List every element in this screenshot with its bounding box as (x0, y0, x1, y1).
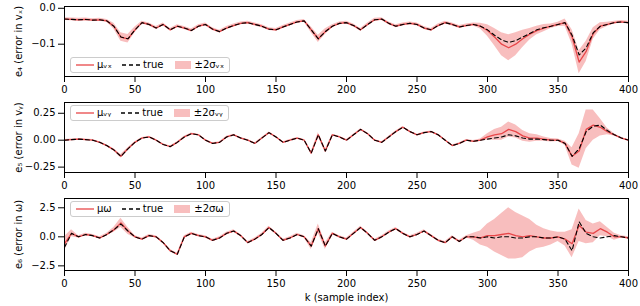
svg-text:e₅ (error in vᵧ): e₅ (error in vᵧ) (13, 102, 24, 173)
svg-text:0.00: 0.00 (33, 134, 55, 145)
svg-text:250: 250 (407, 278, 426, 289)
svg-text:100: 100 (196, 180, 215, 191)
svg-text:50: 50 (129, 180, 142, 191)
svg-text:400: 400 (619, 180, 638, 191)
svg-text:0.0: 0.0 (40, 231, 56, 242)
svg-text:150: 150 (266, 278, 285, 289)
svg-text:350: 350 (548, 84, 567, 95)
html-text:true: true (143, 59, 164, 70)
svg-text:400: 400 (619, 84, 638, 95)
html-text:μω: μω (97, 203, 112, 214)
svg-text:300: 300 (478, 180, 497, 191)
svg-text:350: 350 (548, 180, 567, 191)
svg-text:400: 400 (619, 278, 638, 289)
svg-text:300: 300 (478, 84, 497, 95)
svg-text:e₆ (error in ω): e₆ (error in ω) (13, 200, 24, 269)
svg-text:−2.5: −2.5 (31, 260, 55, 271)
svg-text:300: 300 (478, 278, 497, 289)
svg-text:200: 200 (337, 180, 356, 191)
svg-text:2.5: 2.5 (40, 202, 56, 213)
html-text:±2σω: ±2σω (194, 203, 224, 214)
svg-text:−0.1: −0.1 (31, 38, 55, 49)
svg-text:50: 50 (129, 84, 142, 95)
svg-text:0: 0 (61, 84, 67, 95)
svg-text:100: 100 (196, 84, 215, 95)
svg-text:150: 150 (266, 84, 285, 95)
html-text:μᵥᵧ: μᵥᵧ (97, 107, 112, 118)
svg-text:0: 0 (61, 278, 67, 289)
svg-text:0.0: 0.0 (40, 2, 56, 13)
svg-text:50: 50 (129, 278, 142, 289)
html-text:±2σᵥₓ: ±2σᵥₓ (194, 59, 225, 70)
svg-text:k (sample index): k (sample index) (305, 292, 389, 303)
svg-text:200: 200 (337, 278, 356, 289)
svg-text:250: 250 (407, 84, 426, 95)
svg-text:250: 250 (407, 180, 426, 191)
svg-text:0: 0 (61, 180, 67, 191)
svg-text:−0.25: −0.25 (25, 161, 56, 172)
svg-text:150: 150 (266, 180, 285, 191)
html-text:μᵥₓ: μᵥₓ (97, 59, 112, 70)
svg-text:100: 100 (196, 278, 215, 289)
svg-text:200: 200 (337, 84, 356, 95)
svg-text:0.25: 0.25 (33, 107, 55, 118)
html-text:true: true (142, 107, 163, 118)
svg-text:350: 350 (548, 278, 567, 289)
html-text:±2σᵥᵧ: ±2σᵥᵧ (193, 107, 223, 118)
html-text:true: true (142, 203, 164, 214)
svg-text:e₄ (error in vₓ): e₄ (error in vₓ) (13, 6, 24, 77)
